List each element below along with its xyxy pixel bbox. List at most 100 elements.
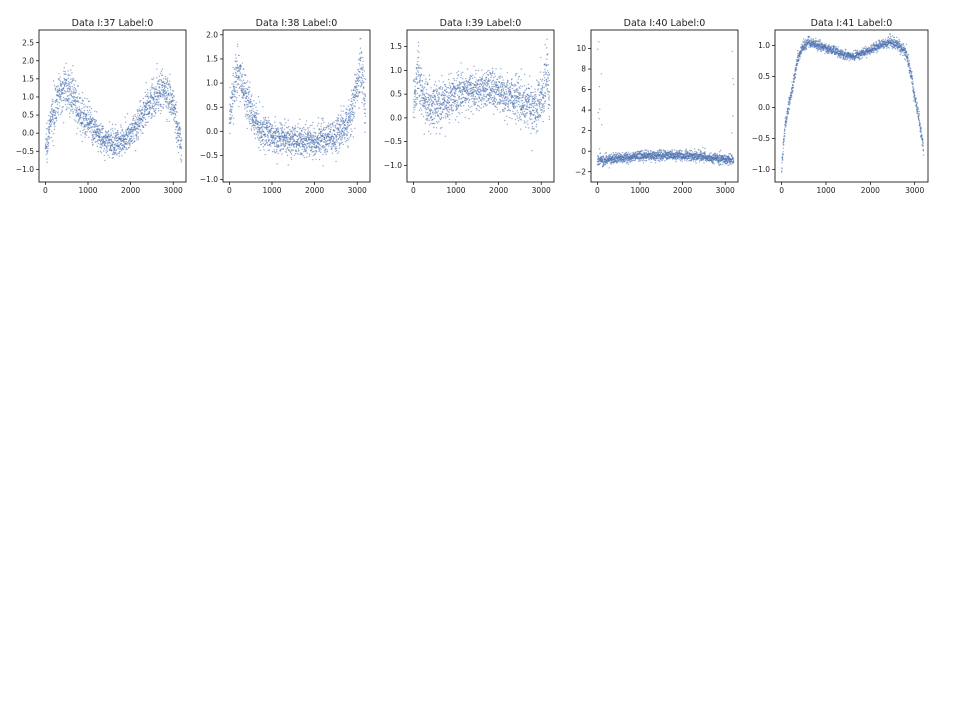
data-point	[120, 124, 122, 126]
data-point	[541, 80, 543, 82]
data-point	[134, 121, 137, 123]
data-point	[47, 141, 50, 144]
data-point	[230, 117, 232, 119]
data-point	[152, 99, 155, 101]
data-point	[248, 86, 251, 89]
data-point	[97, 142, 99, 144]
data-point	[258, 121, 260, 124]
data-point	[279, 127, 281, 129]
data-point	[454, 119, 457, 121]
data-point	[346, 127, 349, 129]
data-point	[153, 110, 156, 112]
data-point	[440, 94, 443, 97]
data-point	[450, 98, 452, 100]
data-point	[44, 143, 47, 145]
data-point	[311, 158, 314, 161]
data-point	[47, 150, 49, 152]
data-point	[502, 84, 504, 86]
data-point	[489, 92, 491, 94]
data-point	[48, 128, 51, 130]
data-point	[117, 139, 119, 142]
data-point	[45, 147, 48, 149]
data-point	[153, 109, 155, 111]
data-point	[539, 78, 542, 81]
data-point	[172, 104, 174, 106]
data-point	[322, 153, 324, 156]
data-point	[180, 161, 182, 163]
data-point	[544, 71, 546, 73]
data-point	[425, 98, 428, 101]
data-point	[268, 149, 271, 151]
data-point	[132, 117, 135, 120]
data-point	[159, 105, 162, 108]
data-point	[416, 103, 418, 105]
data-point	[171, 96, 174, 99]
data-point	[64, 90, 66, 92]
data-point	[250, 109, 252, 111]
data-point	[161, 85, 163, 87]
data-point	[69, 116, 71, 118]
data-point	[421, 85, 424, 87]
data-point	[114, 147, 116, 149]
data-point	[289, 128, 291, 131]
data-point	[252, 110, 254, 112]
data-point	[74, 96, 76, 99]
data-point	[318, 148, 321, 150]
data-point	[309, 144, 311, 146]
data-point	[250, 111, 253, 114]
data-point	[472, 103, 475, 105]
data-point	[416, 66, 418, 69]
data-point	[62, 106, 64, 108]
data-point	[238, 94, 240, 97]
data-point	[504, 107, 506, 110]
data-point	[362, 74, 364, 76]
data-point	[316, 136, 319, 139]
data-point	[545, 82, 547, 85]
data-point	[338, 131, 340, 134]
data-point	[154, 92, 156, 95]
data-point	[453, 99, 455, 101]
data-point	[519, 87, 521, 90]
data-point	[231, 109, 233, 111]
data-point	[447, 114, 449, 116]
data-point	[499, 101, 501, 103]
data-point	[255, 102, 257, 104]
data-point	[66, 84, 69, 87]
data-point	[460, 105, 462, 107]
data-point	[49, 126, 51, 128]
data-point	[450, 105, 452, 107]
data-point	[434, 96, 436, 99]
data-point	[506, 93, 508, 96]
data-point	[534, 118, 537, 120]
data-point	[336, 117, 338, 119]
data-point	[85, 126, 87, 128]
data-point	[259, 141, 262, 143]
data-point	[364, 95, 367, 98]
data-point	[338, 130, 340, 132]
data-point	[129, 142, 131, 144]
data-point	[336, 131, 338, 134]
data-point	[534, 108, 537, 110]
data-point	[287, 164, 289, 166]
data-point	[46, 161, 48, 164]
data-point	[416, 96, 419, 99]
data-point	[72, 110, 74, 113]
data-point	[177, 152, 180, 154]
data-point	[340, 139, 343, 141]
data-point	[539, 101, 541, 104]
data-point	[306, 127, 309, 129]
data-point	[178, 121, 180, 124]
data-point	[87, 128, 90, 131]
data-point	[104, 135, 107, 137]
data-point	[432, 122, 435, 125]
x-tick-label: 2000	[489, 186, 508, 195]
data-point	[267, 128, 269, 131]
data-point	[441, 74, 443, 77]
data-point	[273, 137, 275, 139]
data-point	[249, 118, 252, 120]
data-point	[452, 109, 454, 112]
data-point	[491, 96, 494, 99]
data-point	[451, 112, 453, 115]
data-point	[257, 113, 260, 115]
data-point	[58, 95, 60, 98]
